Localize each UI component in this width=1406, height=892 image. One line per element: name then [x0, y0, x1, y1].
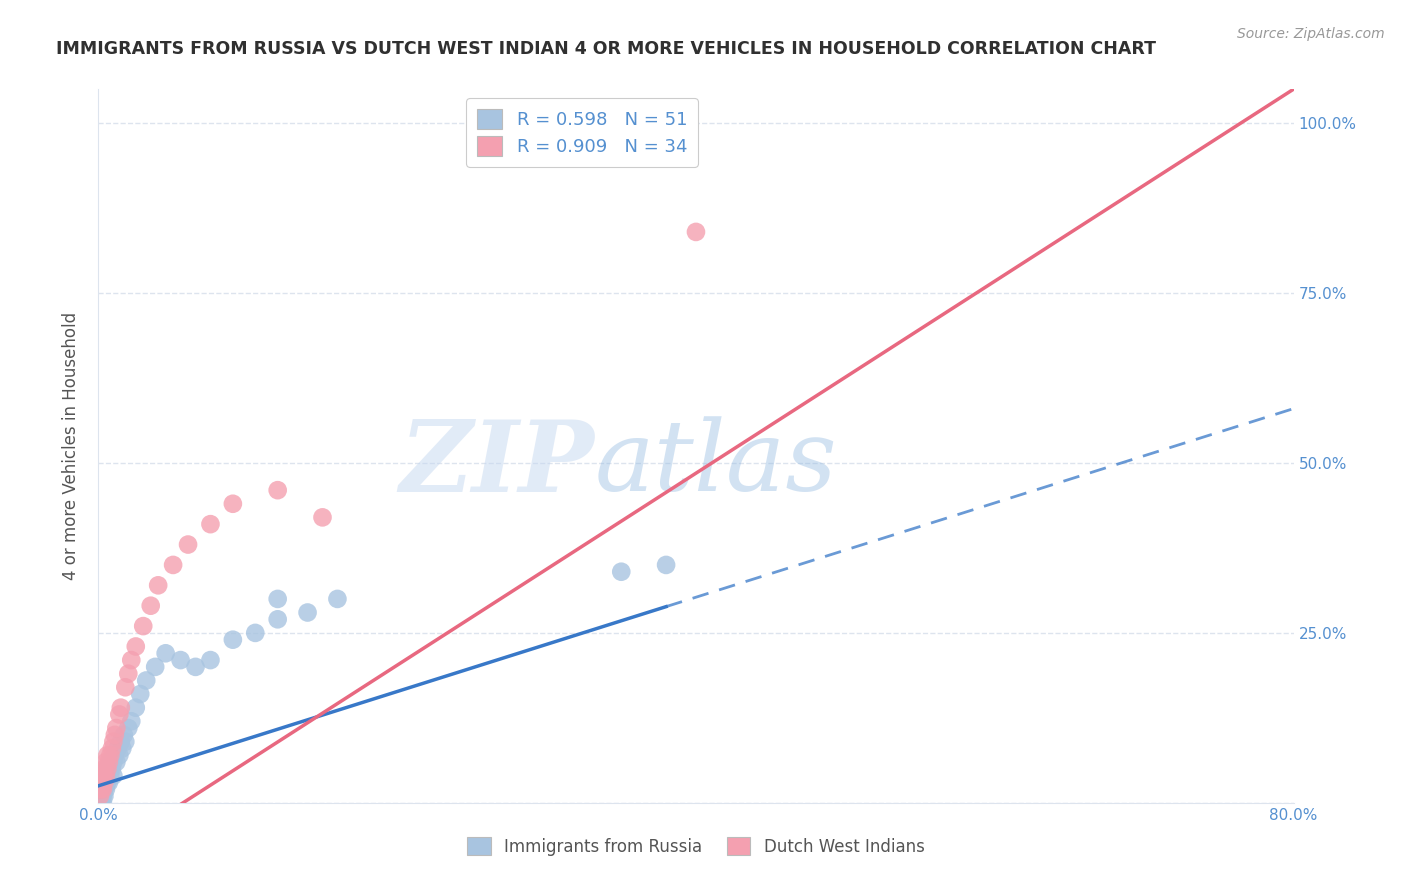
Point	[89, 789, 111, 803]
Point	[98, 755, 122, 769]
Point	[93, 782, 115, 797]
Point	[98, 748, 122, 763]
Point	[90, 789, 112, 803]
Point	[105, 721, 128, 735]
Point	[90, 782, 112, 797]
Point	[101, 762, 124, 776]
Point	[326, 591, 349, 606]
Point	[104, 748, 127, 763]
Point	[101, 741, 124, 756]
Point	[685, 225, 707, 239]
Point	[267, 483, 290, 498]
Point	[184, 660, 207, 674]
Point	[96, 775, 118, 789]
Point	[120, 714, 142, 729]
Point	[135, 673, 157, 688]
Point	[267, 591, 290, 606]
Point	[107, 741, 129, 756]
Point	[91, 775, 114, 789]
Point	[108, 707, 131, 722]
Point	[120, 653, 142, 667]
Point	[96, 748, 118, 763]
Point	[91, 796, 114, 810]
Point	[90, 775, 112, 789]
Point	[94, 782, 117, 797]
Point	[91, 769, 114, 783]
Point	[143, 660, 166, 674]
Point	[104, 728, 127, 742]
Point	[110, 700, 132, 714]
Text: ZIP: ZIP	[399, 416, 595, 512]
Point	[93, 775, 115, 789]
Point	[114, 734, 136, 748]
Text: IMMIGRANTS FROM RUSSIA VS DUTCH WEST INDIAN 4 OR MORE VEHICLES IN HOUSEHOLD CORR: IMMIGRANTS FROM RUSSIA VS DUTCH WEST IND…	[56, 40, 1156, 58]
Point	[98, 769, 122, 783]
Point	[114, 680, 136, 694]
Point	[94, 769, 117, 783]
Point	[177, 537, 200, 551]
Point	[222, 497, 245, 511]
Point	[297, 606, 319, 620]
Text: Source: ZipAtlas.com: Source: ZipAtlas.com	[1237, 27, 1385, 41]
Point	[129, 687, 152, 701]
Point	[132, 619, 155, 633]
Point	[112, 728, 135, 742]
Point	[103, 734, 125, 748]
Point	[108, 748, 131, 763]
Point	[139, 599, 162, 613]
Y-axis label: 4 or more Vehicles in Household: 4 or more Vehicles in Household	[62, 312, 80, 580]
Point	[90, 775, 112, 789]
Point	[90, 782, 112, 797]
Point	[91, 782, 114, 797]
Point	[89, 782, 111, 797]
Point	[222, 632, 245, 647]
Point	[94, 755, 117, 769]
Point	[125, 640, 148, 654]
Point	[155, 646, 177, 660]
Point	[96, 762, 118, 776]
Point	[89, 789, 111, 803]
Point	[103, 769, 125, 783]
Point	[148, 578, 170, 592]
Point	[91, 789, 114, 803]
Point	[125, 700, 148, 714]
Legend: Immigrants from Russia, Dutch West Indians: Immigrants from Russia, Dutch West India…	[461, 830, 931, 863]
Point	[103, 755, 125, 769]
Point	[93, 789, 115, 803]
Point	[97, 762, 120, 776]
Point	[105, 755, 128, 769]
Point	[111, 741, 134, 756]
Point	[97, 755, 120, 769]
Point	[169, 653, 191, 667]
Point	[90, 789, 112, 803]
Point	[97, 775, 120, 789]
Point	[94, 769, 117, 783]
Point	[89, 782, 111, 797]
Text: atlas: atlas	[595, 417, 837, 511]
Point	[200, 517, 222, 532]
Point	[89, 796, 111, 810]
Point	[110, 734, 132, 748]
Point	[267, 612, 290, 626]
Point	[200, 653, 222, 667]
Point	[162, 558, 184, 572]
Point	[96, 762, 118, 776]
Point	[93, 775, 115, 789]
Point	[610, 565, 633, 579]
Point	[245, 626, 267, 640]
Point	[311, 510, 333, 524]
Point	[91, 782, 114, 797]
Point	[93, 762, 115, 776]
Point	[117, 666, 139, 681]
Point	[655, 558, 678, 572]
Point	[117, 721, 139, 735]
